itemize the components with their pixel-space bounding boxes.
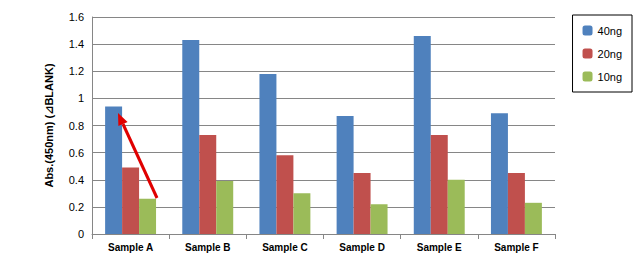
svg-text:1.4: 1.4 (69, 38, 84, 50)
svg-text:20ng: 20ng (598, 48, 622, 60)
svg-text:Sample B: Sample B (185, 242, 231, 253)
svg-text:10ng: 10ng (598, 71, 622, 83)
svg-text:0.4: 0.4 (69, 174, 84, 186)
svg-text:Sample D: Sample D (339, 242, 385, 253)
svg-text:40ng: 40ng (598, 25, 622, 37)
svg-text:0.2: 0.2 (69, 201, 84, 213)
svg-text:1.2: 1.2 (69, 65, 84, 77)
svg-text:0: 0 (78, 228, 84, 240)
svg-text:0.8: 0.8 (69, 120, 84, 132)
svg-text:Sample F: Sample F (494, 242, 538, 253)
svg-text:1: 1 (78, 92, 84, 104)
svg-text:Abs.(450nm) (⊿BLANK): Abs.(450nm) (⊿BLANK) (43, 63, 55, 187)
svg-text:0.6: 0.6 (69, 147, 84, 159)
svg-text:1.6: 1.6 (69, 11, 84, 23)
svg-text:Sample A: Sample A (108, 242, 153, 253)
svg-text:Sample C: Sample C (262, 242, 308, 253)
svg-text:Sample E: Sample E (417, 242, 462, 253)
